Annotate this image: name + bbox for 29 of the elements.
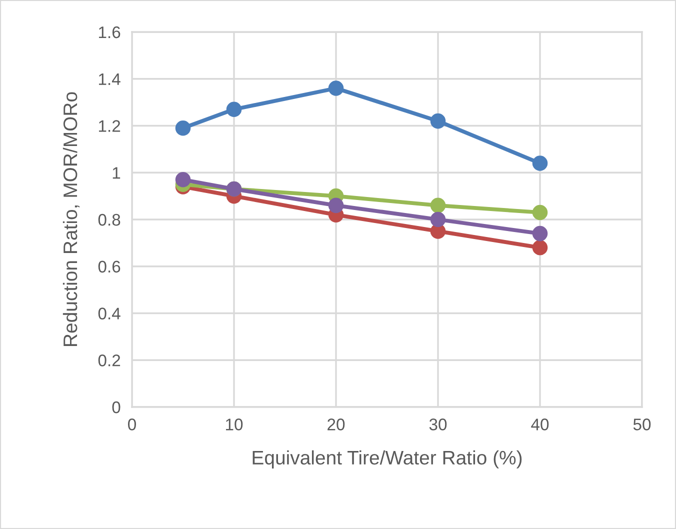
y-tick-label: 0.8	[98, 214, 120, 226]
point	[328, 80, 344, 96]
point	[175, 172, 191, 188]
y-tick-label: 0.4	[98, 308, 120, 320]
point	[226, 102, 242, 117]
point	[532, 226, 548, 242]
point	[430, 198, 446, 214]
point	[175, 120, 191, 136]
point	[328, 198, 344, 214]
point	[532, 156, 548, 171]
point	[532, 204, 548, 220]
point	[532, 240, 548, 256]
y-tick-label: 0.6	[98, 260, 120, 273]
y-tick-label: 0.2	[98, 354, 120, 366]
y-tick-label: 1.4	[98, 73, 120, 85]
x-axis-title: Equivalent Tire/Water Ratio (%)	[252, 450, 522, 468]
point	[430, 212, 446, 228]
y-axis-title: Reduction Ratio, MOR/MORo	[62, 92, 80, 346]
x-tick-label: 50	[633, 418, 651, 430]
x-tick-label: 20	[328, 418, 345, 430]
x-tick-label: 10	[226, 418, 243, 430]
y-tick-label: 1.2	[98, 120, 120, 132]
y-tick-label: 1	[112, 167, 120, 179]
x-tick-label: 40	[531, 418, 549, 430]
x-tick-label: 0	[128, 418, 136, 430]
y-tick-label: 1.6	[98, 26, 120, 38]
point	[430, 113, 446, 129]
y-tick-label: 0	[112, 401, 120, 414]
x-tick-label: 30	[429, 418, 447, 430]
